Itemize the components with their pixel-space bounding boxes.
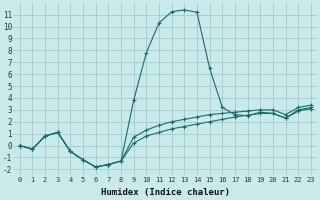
X-axis label: Humidex (Indice chaleur): Humidex (Indice chaleur) [101, 188, 230, 197]
